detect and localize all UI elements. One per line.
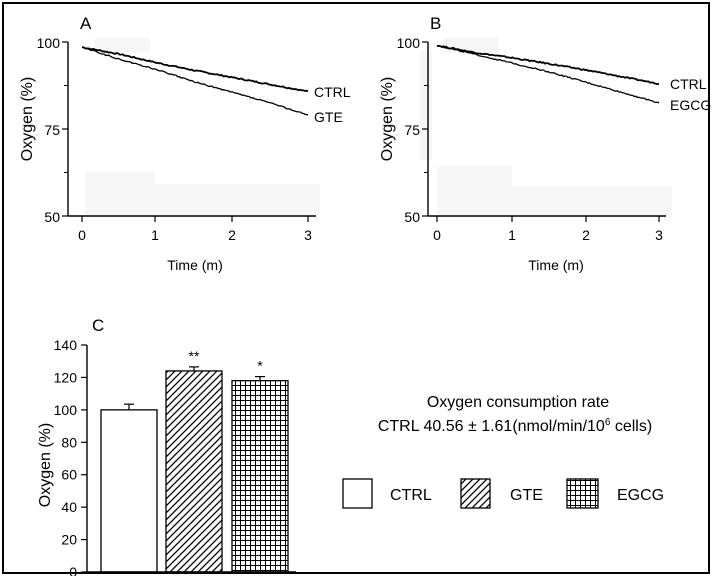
rate-value-superscript: 6 — [605, 417, 611, 428]
legend: CTRL GTE EGCG — [342, 478, 664, 509]
rate-title: Oxygen consumption rate — [427, 394, 609, 411]
series-line-egcg — [436, 44, 660, 104]
shading-box — [443, 38, 498, 52]
legend-swatch-gte — [460, 478, 491, 509]
bar-gte — [165, 370, 223, 573]
bar-ctrl — [100, 409, 158, 573]
x-tick-label: 2 — [582, 227, 590, 243]
y-tick-label: 50 — [404, 209, 420, 225]
shading-box — [437, 166, 512, 215]
legend-label-egcg: EGCG — [617, 487, 664, 504]
y-tick-label: 20 — [61, 532, 77, 548]
panel-b-y-label: Oxygen (%) — [379, 77, 396, 161]
bar-egcg — [231, 380, 289, 573]
x-tick-label: 2 — [228, 227, 236, 243]
panel-c-y-label: Oxygen (%) — [37, 423, 54, 507]
panel-a: A 100 75 50 0 1 2 3 Time (m) Oxygen (%) … — [19, 14, 351, 273]
series-label-ctrl: CTRL — [314, 84, 351, 100]
y-tick-label: 50 — [44, 209, 60, 225]
series-line-ctrl — [436, 44, 660, 86]
x-tick-label: 0 — [433, 227, 441, 243]
panel-a-y-label: Oxygen (%) — [19, 77, 36, 161]
legend-swatch-egcg — [566, 478, 599, 509]
series-label-ctrl: CTRL — [670, 76, 707, 92]
significance-gte: ** — [189, 348, 200, 364]
y-tick-label: 100 — [37, 35, 61, 51]
y-tick-label: 0 — [69, 564, 77, 576]
shading-box — [155, 184, 320, 215]
x-tick-label: 3 — [304, 227, 312, 243]
rate-value: CTRL 40.56 ± 1.61(nmol/min/106 cells) — [378, 417, 652, 435]
y-tick-label: 100 — [54, 402, 78, 418]
panel-b: B 100 75 50 0 1 2 3 Time (m) Oxygen (%) … — [379, 14, 711, 273]
shading-box — [512, 186, 672, 215]
rate-value-prefix: CTRL 40.56 ± 1.61(nmol/min/10 — [378, 418, 605, 435]
panel-a-label: A — [80, 14, 92, 33]
legend-swatch-ctrl — [342, 478, 373, 509]
x-tick-label: 1 — [508, 227, 516, 243]
panel-b-label: B — [430, 14, 441, 33]
series-label-gte: GTE — [314, 109, 343, 125]
y-tick-label: 40 — [61, 499, 77, 515]
legend-label-gte: GTE — [510, 487, 543, 504]
y-tick-label: 140 — [54, 337, 78, 353]
series-line-gte — [81, 46, 309, 116]
series-label-egcg: EGCG — [670, 97, 711, 113]
y-tick-label: 120 — [54, 369, 78, 385]
shading-box — [95, 38, 150, 52]
significance-egcg: * — [257, 358, 263, 374]
shading-box — [85, 172, 155, 215]
shading-box — [420, 50, 432, 160]
x-tick-label: 1 — [151, 227, 159, 243]
series-line-ctrl — [81, 46, 309, 93]
y-tick-label: 80 — [61, 434, 77, 450]
panel-a-x-label: Time (m) — [167, 257, 222, 273]
legend-label-ctrl: CTRL — [390, 487, 432, 504]
y-tick-label: 60 — [61, 467, 77, 483]
x-tick-label: 3 — [655, 227, 663, 243]
y-tick-label: 100 — [397, 35, 421, 51]
rate-value-suffix: cells) — [610, 418, 652, 435]
x-tick-label: 0 — [78, 227, 86, 243]
y-tick-label: 75 — [44, 122, 60, 138]
panel-b-x-label: Time (m) — [528, 257, 583, 273]
y-tick-label: 75 — [404, 122, 420, 138]
panel-c-label: C — [92, 316, 104, 335]
